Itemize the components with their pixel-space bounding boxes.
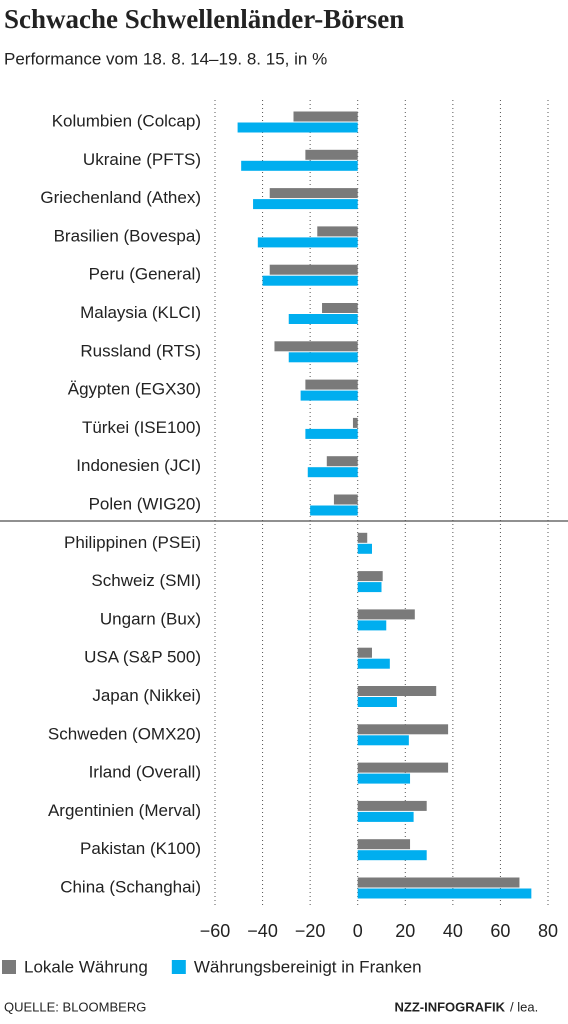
bar [269, 188, 358, 199]
bar [357, 620, 387, 631]
y-tick-label: Schweden (OMX20) [48, 724, 201, 743]
bar [357, 888, 532, 899]
chart-title: Schwache Schwellenländer-Börsen [4, 4, 404, 34]
y-tick-label: Russland (RTS) [80, 341, 201, 360]
bar [288, 314, 358, 324]
bar [357, 877, 520, 888]
bar [241, 160, 358, 171]
credit: NZZ-INFOGRAFIK [395, 999, 506, 1014]
x-tick-label: −20 [295, 921, 326, 941]
y-tick-label: Irland (Overall) [89, 763, 201, 782]
y-tick-label: Ungarn (Bux) [100, 609, 201, 628]
bar [305, 428, 358, 439]
bar [357, 609, 415, 620]
legend-label: Lokale Währung [24, 957, 148, 976]
x-tick-label: −60 [200, 921, 231, 941]
x-tick-label: −40 [247, 921, 278, 941]
bar [357, 658, 390, 669]
x-tick-label: 80 [538, 921, 558, 941]
bar [237, 122, 358, 133]
bar [357, 773, 411, 784]
legend-label: Währungsbereinigt in Franken [194, 957, 422, 976]
bar [322, 303, 358, 313]
bar [310, 505, 358, 516]
y-tick-label: Pakistan (K100) [80, 839, 201, 858]
bar [288, 352, 358, 363]
bar [357, 571, 383, 582]
x-tick-label: 60 [490, 921, 510, 941]
bar [274, 341, 358, 352]
legend-swatch [171, 960, 186, 974]
bar [357, 697, 397, 707]
bar [357, 543, 372, 554]
x-tick-label: 0 [353, 921, 363, 941]
bar [357, 735, 409, 746]
y-tick-label: Polen (WIG20) [89, 494, 201, 513]
bar [305, 379, 358, 390]
y-tick-label: Japan (Nikkei) [92, 686, 201, 705]
y-tick-label: USA (S&P 500) [84, 648, 201, 667]
y-tick-label: Türkei (ISE100) [82, 418, 201, 437]
bar [300, 390, 358, 401]
bar [357, 839, 411, 850]
bar [357, 686, 437, 696]
x-tick-label: 40 [443, 921, 463, 941]
y-tick-label: Ukraine (PFTS) [83, 150, 201, 169]
y-tick-label: Kolumbien (Colcap) [52, 111, 201, 130]
y-tick-label: Philippinen (PSEi) [64, 533, 201, 552]
y-tick-label: Brasilien (Bovespa) [54, 226, 201, 245]
y-tick-label: Griechenland (Athex) [40, 188, 201, 207]
author: / lea. [510, 999, 538, 1014]
bar [357, 532, 368, 543]
y-tick-label: China (Schanghai) [60, 877, 201, 896]
chart-subtitle: Performance vom 18. 8. 14–19. 8. 15, in … [4, 49, 327, 68]
bar [357, 724, 449, 735]
bar [357, 762, 449, 773]
bar [357, 800, 427, 811]
y-tick-label: Malaysia (KLCI) [80, 303, 201, 322]
bar [357, 582, 382, 593]
bar [357, 811, 414, 822]
y-tick-label: Peru (General) [89, 265, 201, 284]
y-tick-label: Indonesien (JCI) [76, 456, 201, 475]
bar [307, 467, 358, 478]
y-tick-label: Schweiz (SMI) [91, 571, 201, 590]
bar [317, 226, 358, 237]
bar [326, 456, 358, 467]
y-tick-label: Ägypten (EGX30) [68, 380, 201, 399]
x-tick-label: 20 [395, 921, 415, 941]
source: QUELLE: BLOOMBERG [4, 999, 146, 1014]
bar [305, 149, 358, 160]
y-tick-label: Argentinien (Merval) [48, 801, 201, 820]
bar [333, 494, 358, 505]
bar [357, 850, 427, 861]
bar [257, 237, 358, 248]
legend-swatch [2, 960, 16, 974]
bar [357, 647, 372, 658]
bar [352, 417, 358, 428]
bar [269, 264, 358, 275]
bar [293, 111, 358, 122]
bar [253, 199, 358, 210]
bar [262, 275, 358, 286]
